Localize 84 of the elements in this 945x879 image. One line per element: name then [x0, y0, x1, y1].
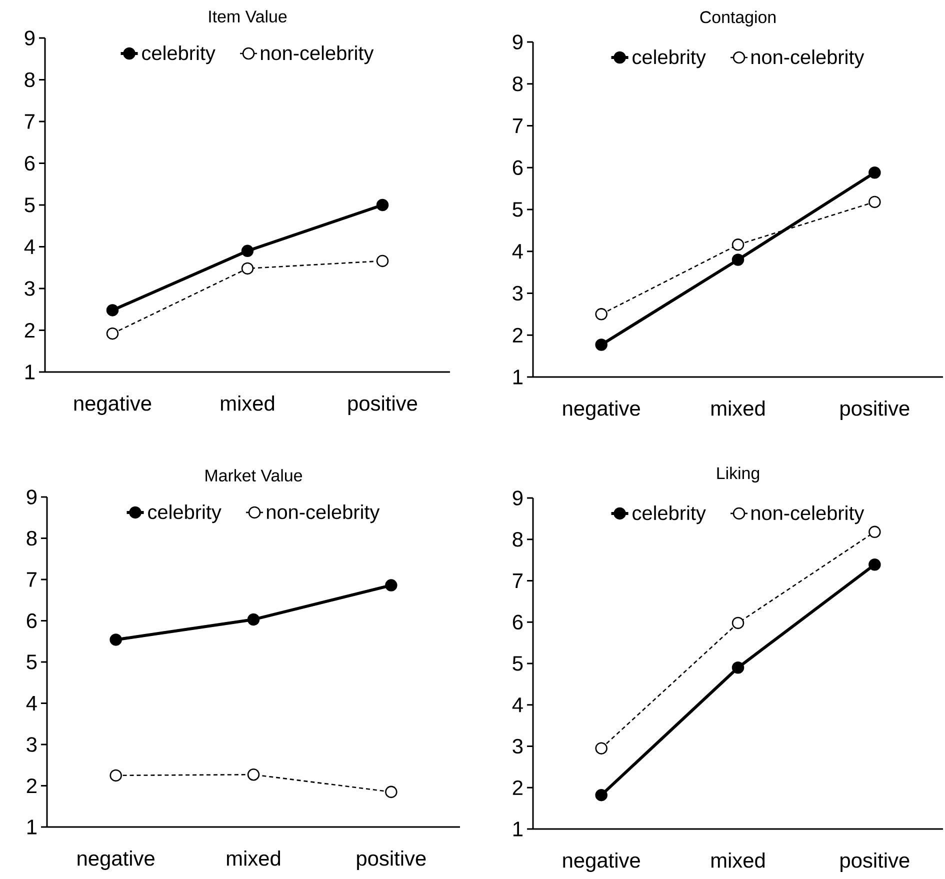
x-tick-label: negative	[78, 850, 154, 870]
y-tick-label: 7	[26, 572, 36, 587]
y-tick-label: 8	[512, 532, 523, 547]
point	[868, 526, 881, 538]
point	[385, 786, 398, 798]
y-tick-label: 7	[512, 118, 522, 133]
y-tick-label: 9	[512, 490, 523, 506]
y-tick-label: 7	[512, 574, 522, 588]
y-tick-label: 8	[512, 76, 523, 92]
y-tick-label: 2	[512, 328, 522, 342]
y-tick-label: 3	[512, 738, 523, 754]
point	[106, 327, 119, 340]
y-tick-label: 6	[24, 156, 35, 171]
chart-title: Liking	[717, 466, 760, 483]
y-tick-label: 4	[512, 698, 523, 712]
y-tick-label: 3	[512, 286, 523, 301]
legend-label: celebrity	[142, 46, 216, 64]
y-tick-label: 6	[512, 160, 523, 176]
y-tick-label: 5	[512, 656, 523, 671]
y-tick-label: 7	[24, 114, 34, 129]
y-tick-label: 1	[513, 370, 522, 384]
point	[241, 244, 254, 258]
point	[247, 768, 260, 781]
point	[241, 262, 254, 275]
legend-label: non-celebrity	[751, 505, 864, 524]
x-tick-label: positive	[840, 852, 910, 872]
point	[385, 579, 398, 592]
y-tick-label: 6	[26, 613, 37, 628]
point	[106, 304, 119, 316]
point	[595, 788, 608, 802]
x-tick-label: mixed	[711, 852, 765, 868]
point	[376, 254, 389, 268]
legend-label: celebrity	[632, 50, 706, 68]
y-tick-label: 9	[24, 30, 35, 46]
y-tick-label: 5	[512, 202, 523, 217]
y-tick-label: 8	[26, 530, 37, 546]
y-tick-label: 4	[24, 240, 35, 254]
y-tick-label: 3	[24, 281, 35, 296]
y-tick-label: 6	[512, 614, 523, 630]
y-tick-label: 1	[25, 364, 34, 380]
legend-label: celebrity	[632, 505, 706, 524]
point	[732, 254, 744, 266]
x-tick-label: negative	[563, 400, 640, 420]
point	[868, 166, 881, 179]
point	[110, 769, 122, 782]
y-tick-label: 4	[512, 244, 523, 259]
x-tick-label: positive	[348, 395, 418, 415]
chart-title: Market Value	[206, 469, 302, 482]
point	[868, 558, 881, 571]
y-tick-label: 5	[26, 654, 37, 670]
x-tick-label: mixed	[711, 400, 765, 416]
point	[732, 238, 744, 251]
x-tick-label: mixed	[220, 395, 274, 411]
point	[732, 616, 744, 630]
y-tick-label: 1	[27, 820, 36, 834]
y-tick-label: 4	[26, 696, 37, 710]
legend-label: non-celebrity	[266, 504, 380, 524]
chart-title: Item Value	[209, 10, 287, 23]
legend-label: non-celebrity	[751, 50, 864, 68]
x-tick-label: negative	[74, 395, 152, 415]
x-tick-label: positive	[357, 850, 426, 870]
point	[868, 196, 881, 208]
y-tick-label: 2	[512, 780, 522, 795]
x-tick-label: mixed	[226, 850, 280, 866]
point	[595, 338, 608, 351]
x-tick-label: negative	[563, 852, 640, 872]
chart-title: Contagion	[700, 10, 776, 27]
legend-label: celebrity	[148, 504, 222, 524]
y-tick-label: 5	[24, 198, 35, 212]
point	[595, 308, 608, 320]
y-tick-label: 2	[26, 778, 36, 794]
x-tick-label: positive	[840, 400, 910, 420]
point	[376, 198, 389, 212]
y-tick-label: 3	[26, 737, 37, 752]
point	[247, 613, 260, 626]
point	[110, 634, 122, 646]
y-tick-label: 2	[24, 322, 34, 338]
point	[595, 742, 608, 754]
y-tick-label: 9	[512, 34, 523, 50]
y-tick-label: 1	[513, 822, 522, 836]
legend-label: non-celebrity	[260, 46, 374, 64]
y-tick-label: 9	[26, 490, 37, 504]
point	[732, 662, 744, 674]
y-tick-label: 8	[24, 72, 35, 88]
